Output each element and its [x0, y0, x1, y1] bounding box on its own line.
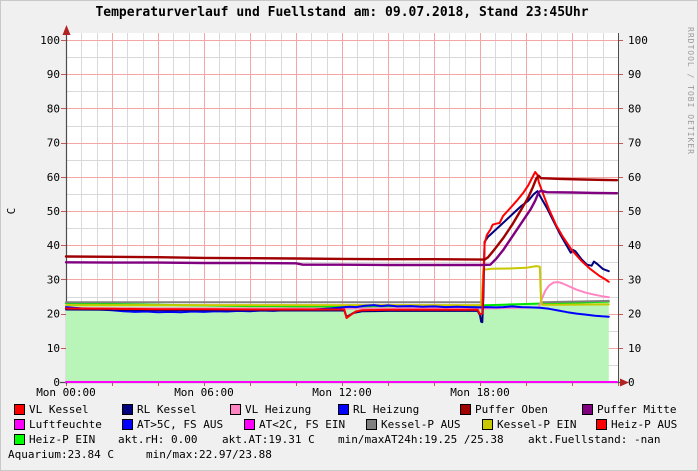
- legend-label: min/maxAT24h:19.25 /25.38: [338, 433, 504, 446]
- legend-label: AT<2C, FS EIN: [259, 418, 346, 431]
- legend-stat-min-maxat24h-19-25-25-38: min/maxAT24h:19.25 /25.38: [338, 433, 504, 446]
- legend-item-vl-heizung: VL Heizung: [230, 403, 311, 416]
- legend-swatch-icon: [366, 419, 377, 430]
- series-line-kessel-p-ein: [65, 265, 610, 307]
- legend-swatch-icon: [122, 419, 133, 430]
- series-line-vl-kessel: [65, 171, 610, 319]
- legend-item-at-2c-fs-ein: AT<2C, FS EIN: [244, 418, 345, 431]
- legend-item-puffer-oben: Puffer Oben: [460, 403, 548, 416]
- y-axis-tick-label-right: 20: [628, 308, 641, 321]
- y-axis-tick-label-left: 20: [47, 308, 60, 321]
- y-axis-tick-label-left: 30: [47, 273, 60, 286]
- series-line-puffer-mitte: [64, 189, 619, 267]
- legend-label: akt.Fuellstand: -nan: [528, 433, 661, 446]
- chart-plot-area: 0 0 10 10 20 20 30 30 40 40 50 50 60 60 70 70 80 80 90 90 10…: [5, 25, 648, 399]
- series-line-kessel-p-aus: [541, 299, 610, 304]
- legend-label: Kessel-P EIN: [497, 418, 577, 431]
- y-axis-tick-label-left: 70: [47, 137, 60, 150]
- y-axis-tick-label-left: 50: [47, 205, 60, 218]
- series-line-rl-heizung: [65, 304, 610, 318]
- x-axis-tick-label: Mon 18:00: [450, 386, 510, 399]
- legend-swatch-icon: [14, 404, 25, 415]
- legend-item-kessel-p-aus: Kessel-P AUS: [366, 418, 460, 431]
- legend-item-vl-kessel: VL Kessel: [14, 403, 89, 416]
- y-axis-tick-label-right: 50: [628, 205, 641, 218]
- legend-swatch-icon: [230, 404, 241, 415]
- legend-item-heiz-p-aus: Heiz-P AUS: [596, 418, 677, 431]
- legend-stat-akt-at-19-31-c: akt.AT:19.31 C: [222, 433, 315, 446]
- legend-label: akt.rH: 0.00: [118, 433, 198, 446]
- legend-label: Kessel-P AUS: [381, 418, 461, 431]
- x-axis-tick-label: Mon 12:00: [312, 386, 372, 399]
- legend-item-rl-heizung: RL Heizung: [338, 403, 419, 416]
- legend-swatch-icon: [482, 419, 493, 430]
- legend-swatch-icon: [338, 404, 349, 415]
- legend-label: AT>5C, FS AUS: [137, 418, 224, 431]
- legend-stat-akt-rh-0-00: akt.rH: 0.00: [118, 433, 197, 446]
- legend-swatch-icon: [122, 404, 133, 415]
- y-axis-arrow-icon: [62, 25, 71, 35]
- legend-swatch-icon: [596, 419, 607, 430]
- legend-label: Puffer Oben: [475, 403, 548, 416]
- y-axis-tick-label-left: 10: [47, 342, 60, 355]
- legend-stat-akt-fuellstand-nan: akt.Fuellstand: -nan: [528, 433, 660, 446]
- legend-label: min/max:22.97/23.88: [146, 448, 272, 461]
- series-area-aquarium: [66, 301, 609, 382]
- y-axis-tick-label-right: 80: [628, 102, 641, 115]
- legend-label: VL Heizung: [245, 403, 312, 416]
- legend-label: VL Kessel: [29, 403, 89, 416]
- legend-label: RL Heizung: [353, 403, 420, 416]
- y-axis-tick-label-right: 30: [628, 273, 641, 286]
- legend-swatch-icon: [244, 419, 255, 430]
- y-axis-tick-label-left: 0: [53, 376, 60, 389]
- y-axis-tick-label-right: 0: [628, 376, 635, 389]
- y-axis-tick-label-left: 40: [47, 239, 60, 252]
- y-axis-tick-label-right: 60: [628, 171, 641, 184]
- series-line-puffer-oben: [64, 174, 619, 261]
- legend-swatch-icon: [14, 419, 25, 430]
- legend-item-at-5c-fs-aus: AT>5C, FS AUS: [122, 418, 223, 431]
- x-axis-tick-label: Mon 06:00: [174, 386, 234, 399]
- legend-swatch-icon: [460, 404, 471, 415]
- series-line-vl-heizung: [65, 281, 610, 310]
- legend-swatch-icon: [582, 404, 593, 415]
- y-axis-title: C: [5, 208, 18, 215]
- legend-item-heiz-p-ein: Heiz-P EIN: [14, 433, 95, 446]
- legend-stat-min-max-22-97-23-88: min/max:22.97/23.88: [146, 448, 272, 461]
- y-axis-tick-label-left: 60: [47, 171, 60, 184]
- y-axis-tick-label-right: 70: [628, 137, 641, 150]
- legend-item-kessel-p-ein: Kessel-P EIN: [482, 418, 576, 431]
- legend-label: Aquarium:23.84 C: [8, 448, 114, 461]
- legend-label: Luftfeuchte: [29, 418, 102, 431]
- legend-label: Puffer Mitte: [597, 403, 677, 416]
- chart-title: Temperaturverlauf und Fuellstand am: 09.…: [95, 5, 589, 20]
- legend-item-rl-kessel: RL Kessel: [122, 403, 197, 416]
- y-axis-tick-label-left: 80: [47, 102, 60, 115]
- legend-stat-aquarium-23-84-c: Aquarium:23.84 C: [8, 448, 114, 461]
- legend-label: Heiz-P EIN: [29, 433, 96, 446]
- y-axis-tick-label-right: 100: [628, 34, 648, 47]
- legend-label: Heiz-P AUS: [611, 418, 678, 431]
- legend-swatch-icon: [14, 434, 25, 445]
- rrdtool-watermark: RRDTOOL / TOBI OETIKER: [686, 27, 695, 155]
- legend-item-puffer-mitte: Puffer Mitte: [582, 403, 676, 416]
- x-axis-arrow-icon: [620, 378, 629, 387]
- y-axis-tick-label-left: 90: [47, 68, 60, 81]
- y-axis-tick-label-right: 10: [628, 342, 641, 355]
- y-axis-tick-label-left: 100: [40, 34, 60, 47]
- y-axis-tick-label-right: 90: [628, 68, 641, 81]
- legend-label: akt.AT:19.31 C: [222, 433, 315, 446]
- legend-label: RL Kessel: [137, 403, 197, 416]
- x-axis-tick-label: Mon 00:00: [36, 386, 96, 399]
- legend-item-luftfeuchte: Luftfeuchte: [14, 418, 102, 431]
- y-axis-tick-label-right: 40: [628, 239, 641, 252]
